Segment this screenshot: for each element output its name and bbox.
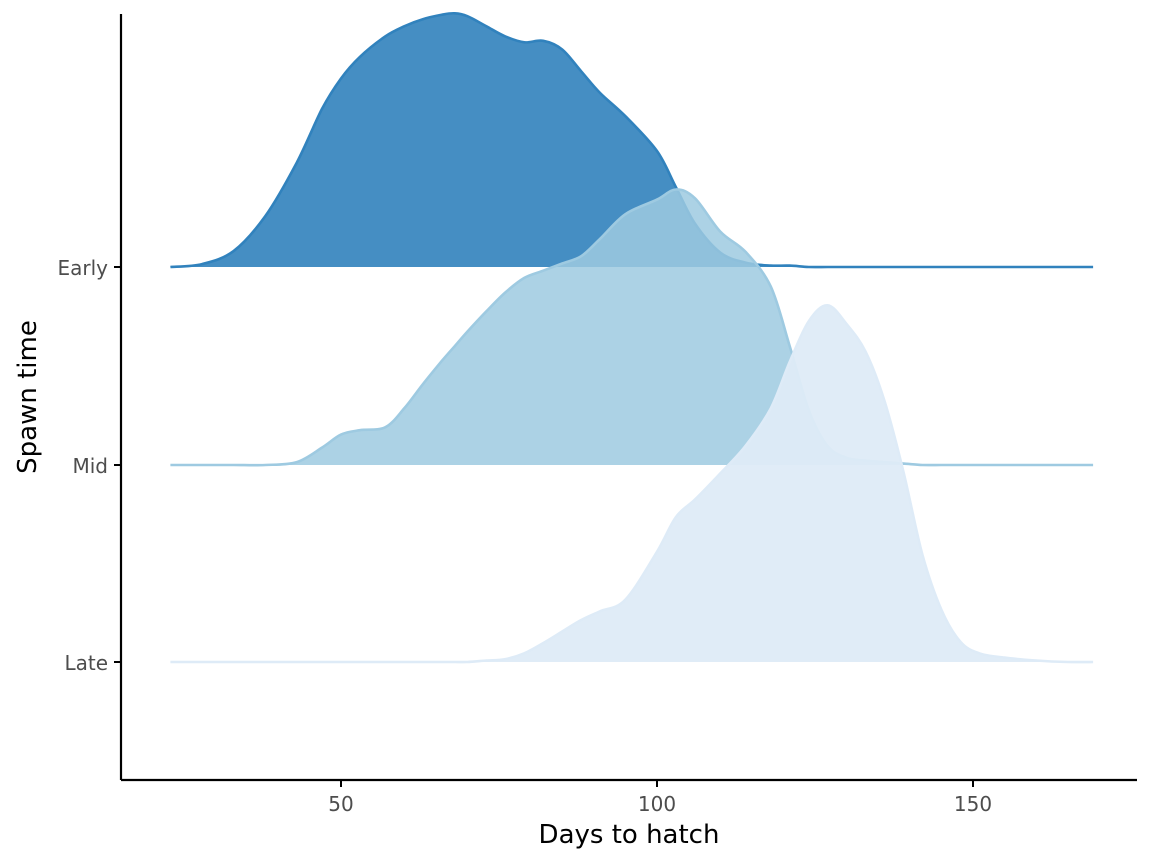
y-tick-label-early: Early bbox=[57, 256, 108, 280]
x-tick-label: 50 bbox=[328, 792, 353, 816]
x-ticks-layer: 50 100 150 bbox=[328, 780, 992, 816]
ridge-line-late bbox=[170, 304, 1094, 664]
ridges-layer bbox=[170, 11, 1094, 664]
x-tick-label: 100 bbox=[638, 792, 676, 816]
ridge-early bbox=[170, 11, 1094, 269]
y-tick-label-mid: Mid bbox=[72, 454, 108, 478]
ridge-late bbox=[170, 304, 1094, 664]
ridge-line-early bbox=[170, 11, 1094, 269]
ridge-area-mid bbox=[170, 189, 1094, 466]
axes-layer bbox=[119, 14, 1137, 782]
ridge-area-early bbox=[170, 13, 1094, 268]
y-tick-label-late: Late bbox=[64, 651, 108, 675]
ridge-area-late bbox=[170, 305, 1094, 663]
y-ticks-layer: Early Mid Late bbox=[57, 256, 121, 675]
x-tick-label: 150 bbox=[954, 792, 992, 816]
x-axis-title: Days to hatch bbox=[539, 820, 720, 850]
ridge-mid bbox=[170, 188, 1094, 467]
y-axis-title: Spawn time bbox=[13, 320, 43, 474]
ridge-line-mid bbox=[170, 188, 1094, 467]
